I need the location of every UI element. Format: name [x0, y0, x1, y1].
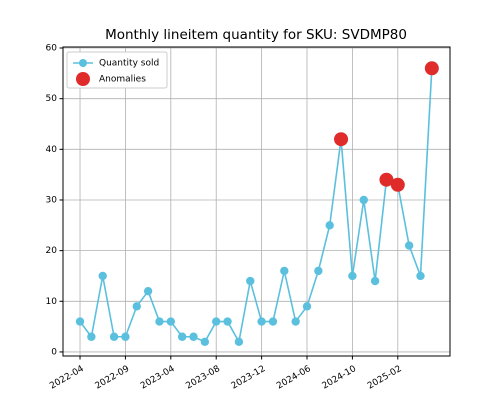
x-tick-label: 2024-10 — [321, 364, 359, 392]
point — [121, 332, 130, 341]
x-tick-label: 2023-12 — [230, 364, 268, 391]
point — [268, 317, 278, 326]
anomaly-point — [390, 177, 405, 192]
point — [348, 271, 357, 281]
y-tick-label: 20 — [46, 246, 58, 256]
x-tick-label: 2023-04 — [139, 364, 177, 392]
point — [291, 317, 300, 326]
chart-title: Monthly lineitem quantity for SKU: SVDMP… — [105, 27, 407, 43]
point — [280, 266, 289, 276]
anomaly-point — [424, 61, 439, 76]
point — [257, 317, 266, 326]
point — [87, 332, 96, 341]
point — [189, 332, 198, 341]
y-tick-label: 50 — [46, 94, 58, 104]
y-tick-label: 60 — [46, 44, 58, 54]
point — [416, 271, 425, 281]
point — [314, 266, 323, 276]
point — [234, 337, 244, 347]
legend-swatch — [79, 59, 87, 67]
point — [370, 276, 380, 286]
legend-label: Anomalies — [99, 75, 146, 85]
point — [212, 317, 221, 326]
x-tick-label: 2025-02 — [366, 364, 404, 391]
point — [325, 221, 334, 230]
x-tick-label: 2023-08 — [184, 364, 222, 392]
point — [166, 317, 176, 326]
x-tick-label: 2022-04 — [48, 364, 86, 392]
anomaly-point — [334, 132, 349, 147]
point — [200, 337, 210, 347]
point — [302, 302, 312, 311]
point — [246, 276, 255, 286]
point — [359, 195, 368, 205]
point — [98, 271, 107, 281]
x-tick-label: 2022-09 — [94, 364, 132, 392]
point — [143, 286, 153, 296]
point — [155, 317, 164, 326]
point — [404, 241, 414, 250]
legend-label: Quantity sold — [99, 59, 159, 69]
anomaly-point — [379, 172, 394, 187]
line — [79, 68, 433, 345]
y-tick-label: 40 — [46, 145, 58, 155]
legend-swatch — [76, 72, 90, 86]
point — [223, 317, 232, 326]
y-tick-label: 30 — [46, 195, 58, 205]
plot-frame — [62, 46, 451, 357]
point — [109, 332, 119, 341]
point — [132, 302, 141, 311]
x-tick-label: 2024-06 — [275, 364, 313, 392]
point — [177, 332, 187, 341]
legend-box — [66, 51, 168, 89]
point — [75, 317, 85, 326]
y-tick-label: 0 — [51, 347, 57, 357]
y-tick-label: 10 — [46, 297, 58, 307]
